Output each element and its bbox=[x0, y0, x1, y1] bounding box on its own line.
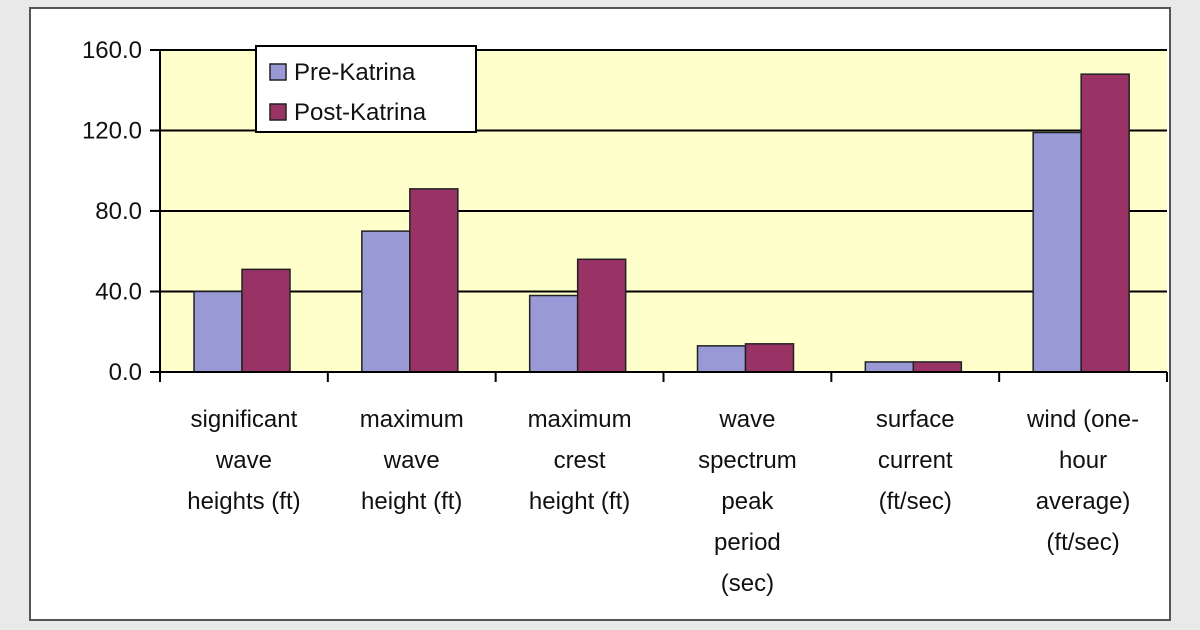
x-category-label: significant bbox=[191, 406, 298, 433]
x-category-label: crest bbox=[554, 447, 606, 474]
bar-post-katrina bbox=[912, 361, 963, 373]
y-tick-label: 0.0 bbox=[109, 359, 142, 386]
y-tick-label: 40.0 bbox=[95, 279, 142, 306]
x-category-label: heights (ft) bbox=[187, 488, 300, 515]
bar-pre-katrina bbox=[361, 230, 411, 373]
x-category-label: wind (one- bbox=[1026, 406, 1139, 433]
y-tick-label: 80.0 bbox=[95, 198, 142, 225]
bar-post-katrina bbox=[409, 188, 459, 373]
x-axis-category-labels: significant wave heights (ft) maximum wave he… bbox=[187, 406, 1139, 597]
bar-post-katrina bbox=[241, 268, 291, 373]
legend-swatch bbox=[269, 63, 287, 81]
x-category-label: (ft/sec) bbox=[879, 488, 952, 515]
x-category-label: height (ft) bbox=[529, 488, 630, 515]
x-category-label: wave bbox=[383, 447, 440, 474]
x-category-label: hour bbox=[1059, 447, 1107, 474]
legend-swatch bbox=[269, 103, 287, 121]
x-category-label: (sec) bbox=[721, 570, 774, 597]
bar-pre-katrina bbox=[696, 345, 747, 373]
x-category-label: (ft/sec) bbox=[1046, 529, 1119, 556]
bar-post-katrina bbox=[1080, 73, 1130, 373]
y-tick-label: 120.0 bbox=[82, 118, 142, 145]
y-tick-label: 160.0 bbox=[82, 37, 142, 64]
x-category-label: current bbox=[878, 447, 953, 474]
x-category-label: wave bbox=[215, 447, 272, 474]
x-category-label: maximum bbox=[360, 406, 464, 433]
bar-post-katrina bbox=[576, 258, 627, 373]
legend-label: Pre-Katrina bbox=[294, 59, 416, 86]
x-category-label: height (ft) bbox=[361, 488, 462, 515]
x-category-label: surface bbox=[876, 406, 955, 433]
x-category-label: wave bbox=[718, 406, 775, 433]
legend-label: Post-Katrina bbox=[294, 99, 427, 126]
x-category-label: average) bbox=[1036, 488, 1131, 515]
x-category-label: period bbox=[714, 529, 781, 556]
bar-pre-katrina bbox=[193, 290, 243, 373]
bar-post-katrina bbox=[744, 343, 795, 373]
y-axis-tick-labels: 0.0 40.0 80.0 120.0 160.0 bbox=[82, 37, 160, 386]
bar-pre-katrina bbox=[1032, 131, 1082, 373]
bar-pre-katrina bbox=[528, 294, 579, 373]
x-category-label: maximum bbox=[528, 406, 632, 433]
bars bbox=[193, 73, 1130, 373]
x-category-label: spectrum bbox=[698, 447, 797, 474]
bar-pre-katrina bbox=[864, 361, 915, 373]
legend: Pre-Katrina Post-Katrina bbox=[255, 45, 477, 133]
x-category-label: peak bbox=[721, 488, 774, 515]
legend-box bbox=[255, 45, 477, 133]
